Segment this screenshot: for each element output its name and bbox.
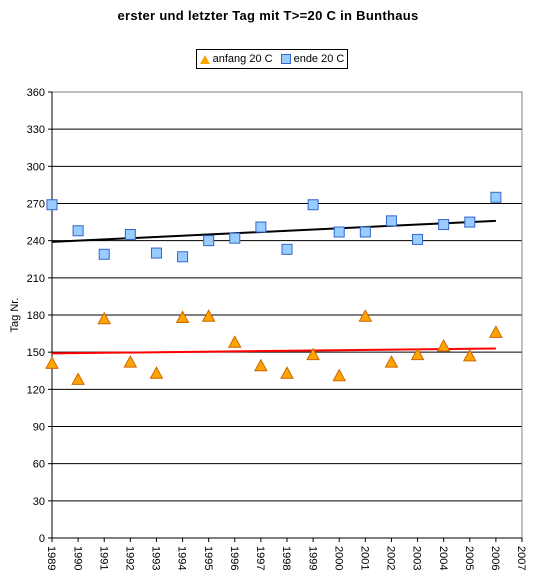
data-point-anfang [306,347,320,361]
data-point-anfang [462,348,477,362]
y-tick-label: 330 [27,124,45,136]
y-tick-label: 90 [33,422,45,434]
data-point-ende [359,226,371,238]
data-point-ende [177,251,189,263]
data-point-ende [124,228,136,240]
y-tick-label: 270 [27,199,45,211]
data-point-ende [98,248,110,260]
data-point-ende [307,199,319,211]
x-tick-label: 1992 [123,546,135,570]
data-point-anfang [123,355,138,368]
y-tick-label: 0 [39,533,45,545]
legend: anfang 20 C ende 20 C [196,49,348,69]
x-tick-label: 1989 [45,546,57,570]
data-point-anfang [254,358,268,372]
data-point-anfang [436,338,451,352]
legend-triangle-marker [199,54,210,64]
data-point-anfang [384,355,399,368]
x-tick-label: 1996 [228,546,240,570]
data-point-anfang [201,309,216,322]
data-point-ende [255,221,267,233]
y-tick-label: 210 [27,273,45,285]
data-point-ende [490,191,502,203]
data-point-ende [464,216,476,228]
data-point-anfang [358,309,373,322]
data-point-anfang [227,335,242,348]
y-tick-label: 60 [33,459,45,471]
data-point-ende [229,232,241,244]
x-tick-label: 2005 [463,546,475,570]
data-point-ende [333,226,345,238]
data-point-ende [46,199,58,211]
y-tick-label: 240 [27,236,45,248]
data-point-ende [203,235,215,247]
x-tick-label: 2002 [385,546,397,570]
data-point-ende [72,225,84,237]
x-tick-label: 2001 [358,546,370,570]
data-point-ende [385,215,397,227]
legend-item-ende: ende 20 C [280,53,345,65]
y-tick-label: 150 [27,347,45,359]
x-tick-label: 2003 [411,546,423,570]
x-tick-label: 2006 [489,546,501,570]
trendline-series-0 [51,347,496,355]
legend-item-anfang: anfang 20 C [199,53,273,65]
x-tick-label: 2004 [437,546,449,570]
y-axis-label: Tag Nr. [9,298,21,333]
chart-title: erster und letzter Tag mit T>=20 C in Bu… [117,8,419,23]
x-tick-label: 2007 [515,546,527,570]
data-point-ende [281,243,293,255]
x-tick-label: 1995 [202,546,214,570]
data-point-anfang [149,366,164,379]
y-tick-label: 360 [27,87,45,99]
x-tick-label: 1997 [254,546,266,570]
data-point-anfang [175,310,190,323]
trendline-series-1 [51,219,496,243]
data-point-ende [438,219,450,231]
x-tick-label: 1999 [306,546,318,570]
y-tick-label: 120 [27,384,45,396]
data-point-anfang [71,372,85,385]
x-tick-label: 2000 [332,546,344,570]
data-point-anfang [45,356,59,369]
y-tick-label: 180 [27,310,45,322]
y-tick-label: 300 [27,161,45,173]
x-tick-label: 1993 [150,546,162,570]
data-point-ende [150,247,162,259]
x-tick-label: 1994 [176,546,188,570]
legend-label-anfang: anfang 20 C [212,53,273,65]
data-point-anfang [280,366,294,379]
x-tick-label: 1990 [71,546,83,570]
data-point-anfang [410,347,425,361]
data-point-anfang [332,368,347,382]
data-point-ende [412,233,424,245]
data-point-anfang [489,325,503,338]
y-tick-label: 30 [33,496,45,508]
legend-label-ende: ende 20 C [293,53,345,65]
x-tick-label: 1998 [280,546,292,570]
x-tick-label: 1991 [97,546,109,570]
data-point-anfang [97,311,112,325]
legend-square-marker [280,54,291,64]
